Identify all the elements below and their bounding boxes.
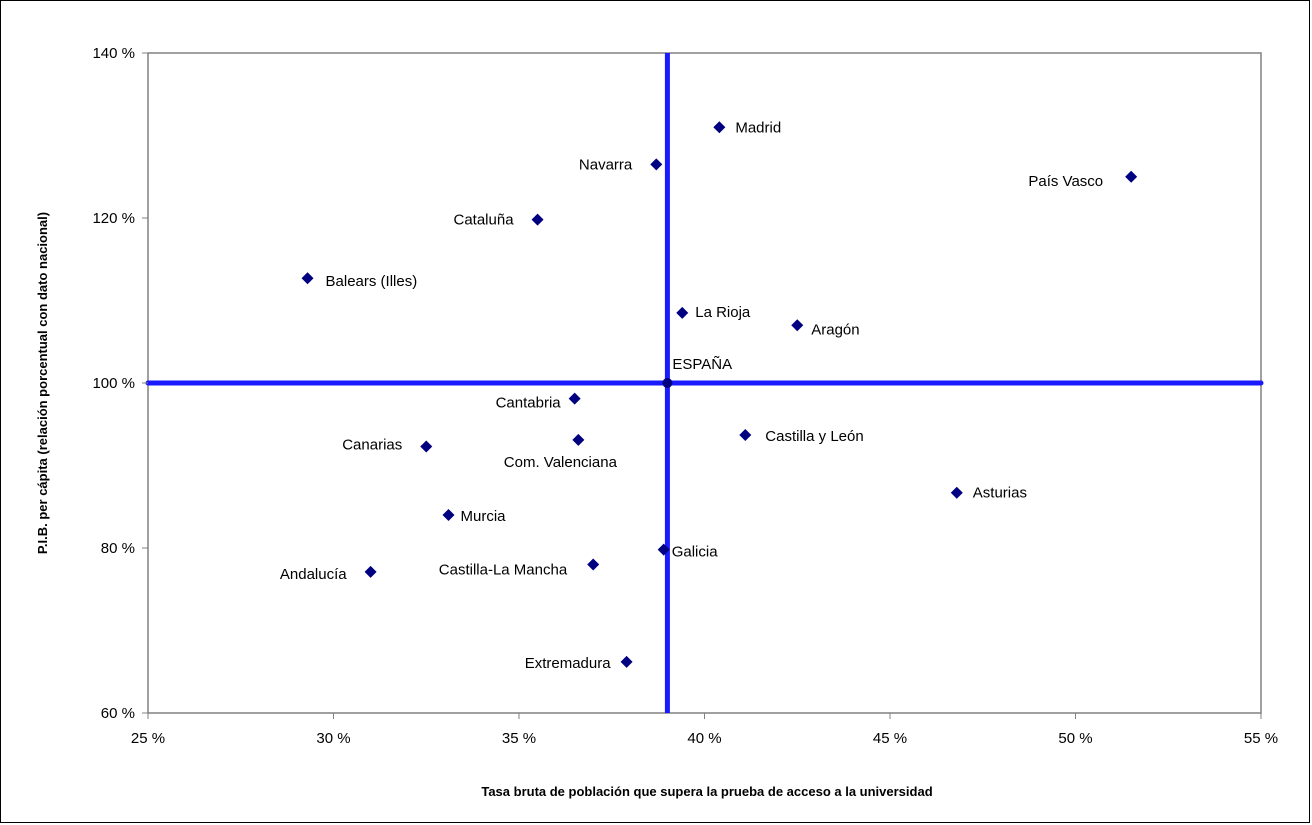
x-tick-label: 45 %	[873, 730, 907, 747]
data-point-label: Castilla y León	[765, 428, 863, 445]
data-point-label: Navarra	[579, 156, 633, 173]
data-point-marker	[620, 655, 633, 668]
data-point-marker	[657, 543, 670, 556]
y-axis-ticks: 60 % 80 % 100 % 120 % 140 %	[92, 45, 148, 722]
data-point-label: Castilla-La Mancha	[439, 562, 568, 579]
y-tick-label: 80 %	[101, 540, 135, 557]
x-tick-label: 40 %	[687, 730, 721, 747]
data-point-marker	[1125, 170, 1138, 183]
y-axis-title: P.I.B. per cápita (relación porcentual c…	[35, 212, 50, 554]
x-tick-label: 55 %	[1244, 730, 1278, 747]
data-point-marker	[791, 319, 804, 332]
x-tick-label: 35 %	[502, 730, 536, 747]
data-point-label: Extremadura	[525, 655, 612, 672]
data-point-label: Andalucía	[280, 566, 347, 583]
x-tick-label: 25 %	[131, 730, 165, 747]
x-axis-title: Tasa bruta de población que supera la pr…	[481, 784, 932, 799]
data-point-marker	[713, 121, 726, 134]
x-tick-label: 30 %	[316, 730, 350, 747]
x-axis-ticks: 25 % 30 % 35 % 40 % 45 % 50 % 55 %	[131, 713, 1278, 747]
data-point-label: País Vasco	[1028, 173, 1103, 190]
data-point-label: Cataluña	[454, 212, 515, 229]
data-point-marker	[364, 565, 377, 578]
data-point-label: Cantabria	[496, 395, 562, 412]
y-tick-label: 140 %	[92, 45, 135, 62]
y-tick-label: 60 %	[101, 705, 135, 722]
data-point-marker	[662, 378, 673, 388]
data-point-marker	[572, 433, 585, 446]
data-point-label: Aragón	[811, 321, 859, 338]
x-tick-label: 50 %	[1058, 730, 1092, 747]
y-tick-label: 100 %	[92, 375, 135, 392]
data-points	[301, 121, 1138, 668]
data-point-label: Galicia	[672, 544, 719, 561]
data-point-marker	[950, 486, 963, 499]
data-point-marker	[676, 306, 689, 319]
data-point-marker	[301, 272, 314, 285]
data-point-marker	[568, 392, 581, 405]
data-point-label: ESPAÑA	[672, 356, 732, 373]
data-point-label: Asturias	[973, 485, 1027, 502]
data-point-label: Madrid	[735, 119, 781, 136]
data-point-marker	[531, 213, 544, 226]
data-point-label: Canarias	[342, 437, 402, 454]
y-tick-label: 120 %	[92, 210, 135, 227]
data-point-marker	[739, 428, 752, 441]
data-point-label: Com. Valenciana	[504, 454, 618, 471]
point-labels: Madrid Navarra País Vasco Cataluña Balears (…	[280, 119, 1103, 672]
data-point-label: Murcia	[461, 508, 507, 525]
data-point-marker	[442, 509, 455, 521]
data-point-label: La Rioja	[695, 304, 751, 321]
data-point-marker	[650, 158, 663, 171]
data-point-label: Balears (Illes)	[326, 273, 418, 290]
data-point-marker	[420, 440, 433, 453]
data-point-marker	[587, 558, 600, 571]
